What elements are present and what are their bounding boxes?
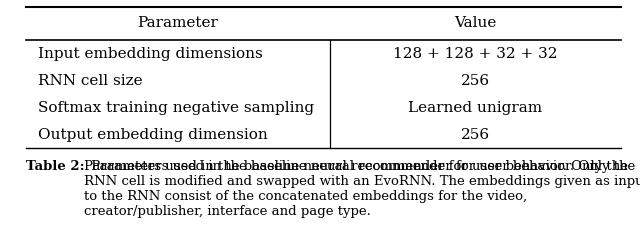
Text: Table 2:: Table 2: <box>26 160 84 173</box>
Text: Learned unigram: Learned unigram <box>408 101 542 115</box>
Text: Value: Value <box>454 16 497 30</box>
Text: RNN cell size: RNN cell size <box>38 74 143 88</box>
Text: Parameters used in the baseline neural recommender for user behavior. Only the
R: Parameters used in the baseline neural r… <box>84 160 640 218</box>
Text: 256: 256 <box>461 74 490 88</box>
Text: 256: 256 <box>461 128 490 142</box>
Text: 128 + 128 + 32 + 32: 128 + 128 + 32 + 32 <box>393 46 557 61</box>
Text: Softmax training negative sampling: Softmax training negative sampling <box>38 101 314 115</box>
Text: Parameters used in the baseline neural recommender for user behavior. Only the R: Parameters used in the baseline neural r… <box>88 160 640 173</box>
Text: Output embedding dimension: Output embedding dimension <box>38 128 268 142</box>
Text: Parameter: Parameter <box>137 16 218 30</box>
Text: Input embedding dimensions: Input embedding dimensions <box>38 46 263 61</box>
